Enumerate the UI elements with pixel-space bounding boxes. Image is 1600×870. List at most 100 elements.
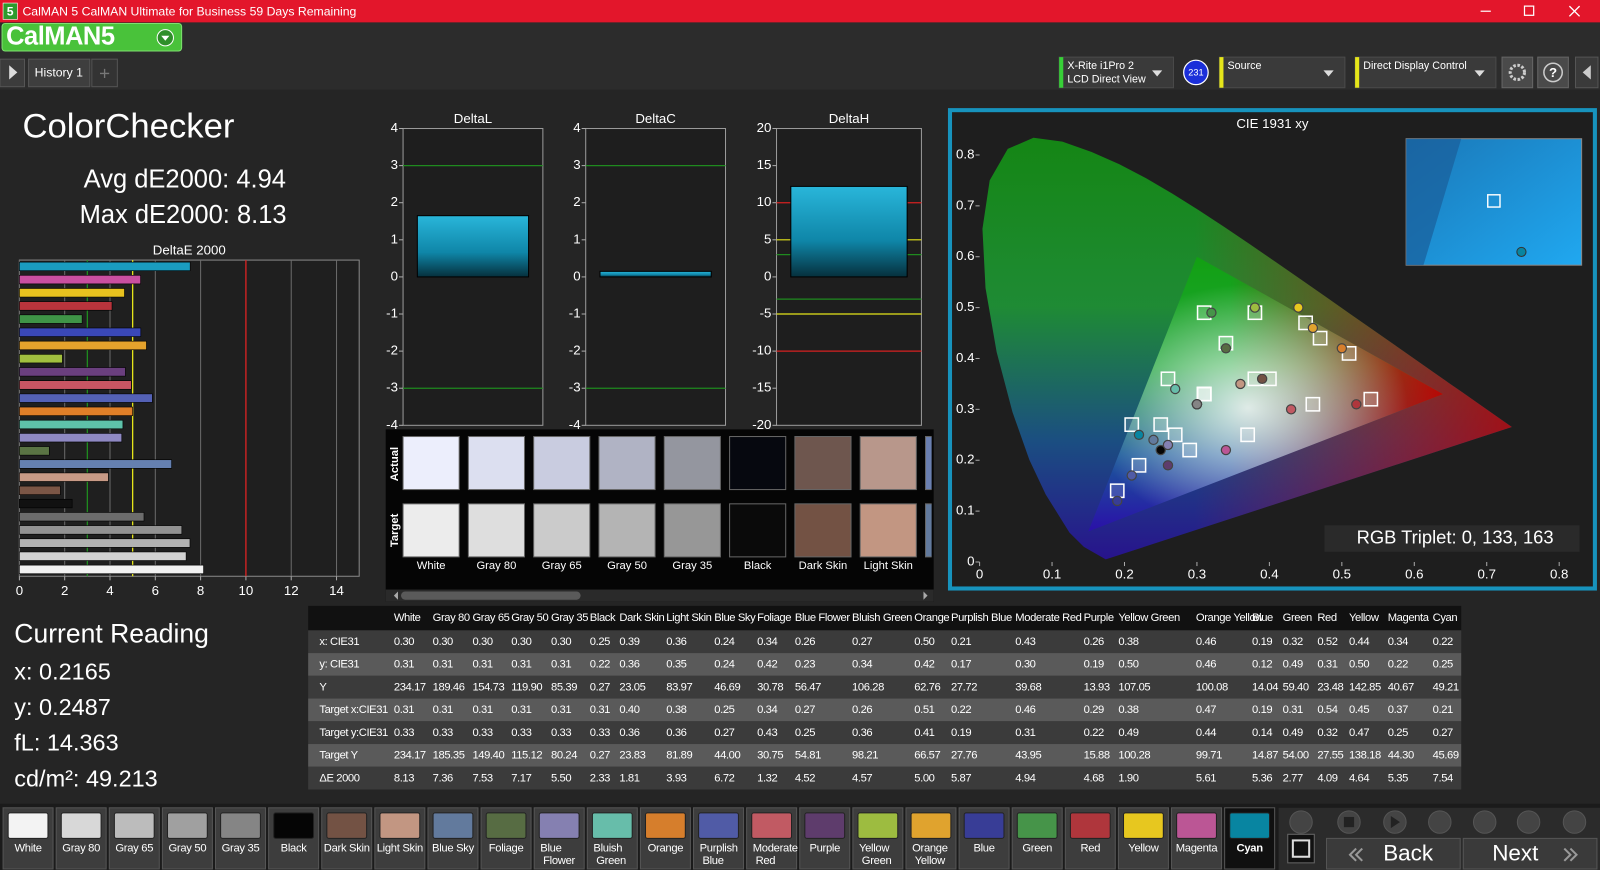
help-button[interactable] [1537, 56, 1569, 89]
bar [19, 446, 50, 456]
table-cell: 0.34 [757, 636, 777, 648]
table-cell: 0.31 [433, 704, 453, 716]
patch-button-label: Green [1022, 843, 1052, 855]
table-cell: 27.72 [951, 682, 977, 694]
display-selector[interactable] [1354, 56, 1497, 89]
table-cell: 5.87 [951, 772, 971, 784]
tab[interactable] [28, 58, 91, 88]
table-cell: 7.36 [433, 772, 453, 784]
patch-button-swatch [698, 812, 739, 839]
table-cell: 149.40 [472, 750, 504, 762]
strip-scroll-thumb[interactable] [401, 591, 581, 600]
table-cell: 0.42 [757, 659, 777, 671]
chart-title: DeltaH [829, 111, 870, 126]
table-header: Blue [1252, 612, 1273, 624]
nav-tool-button[interactable] [1562, 810, 1587, 834]
y-tick-label: -1 [569, 306, 581, 321]
table-cell: 7.54 [1433, 772, 1453, 784]
table-cell: 0.37 [1388, 704, 1408, 716]
table-cell: 14.04 [1252, 682, 1278, 694]
play-icon [9, 65, 18, 80]
x-tick-label: 0.3 [1188, 567, 1206, 582]
nav-tool-button[interactable] [1289, 810, 1313, 834]
back-button[interactable] [1326, 837, 1461, 870]
table-cell: 4.09 [1317, 772, 1337, 784]
nav-tool-button[interactable] [1516, 810, 1541, 834]
target-point [1363, 391, 1379, 407]
measured-point [1220, 444, 1232, 456]
table-header: Gray 65 [472, 612, 509, 624]
table-cell: 0.36 [619, 727, 639, 739]
display-selector-arrow [1474, 70, 1485, 77]
nav-tool-button[interactable] [1472, 810, 1497, 834]
table-cell: 0.36 [666, 636, 686, 648]
patch-button-label: Orange Yellow [912, 843, 948, 867]
table-cell: 0.27 [1433, 727, 1453, 739]
table-cell: 0.43 [757, 727, 777, 739]
logo-button[interactable] [1, 22, 183, 52]
x-tick-label: 0 [16, 583, 23, 598]
reading-value: x: 0.2165 [14, 658, 111, 684]
bar [19, 340, 147, 351]
table-cell: 59.40 [1283, 682, 1309, 694]
bar [19, 301, 113, 311]
patch-button-swatch [1123, 812, 1164, 839]
bar [19, 288, 125, 298]
y-tick-label: 0.6 [956, 248, 974, 263]
table-cell: 44.30 [1388, 750, 1414, 762]
scroll-right[interactable] [923, 591, 928, 600]
y-tick-label: 0.1 [956, 503, 974, 518]
x-tick-label: 4 [106, 583, 113, 598]
table-cell: 0.49 [1283, 727, 1303, 739]
patch-button-swatch [166, 812, 208, 839]
y-tick-label: 1 [573, 231, 580, 246]
stop-button[interactable] [1287, 833, 1315, 864]
table-header: Gray 80 [433, 612, 470, 624]
patch-button-swatch [644, 812, 686, 839]
patch-button-swatch [857, 812, 899, 839]
maximize-button[interactable] [1523, 5, 1535, 16]
table-cell: 46.69 [714, 682, 740, 694]
nav-tool-button[interactable] [1428, 810, 1452, 834]
table-cell: 0.45 [1349, 704, 1369, 716]
patch-button-label: Gray 50 [169, 843, 207, 855]
bar [19, 393, 153, 403]
logo-menu-arrow [161, 35, 170, 41]
target-patch [859, 503, 917, 558]
patch-button-label: Black [281, 843, 308, 855]
table-row-bg [308, 721, 1462, 745]
patch-row-label: Actual [389, 447, 401, 481]
table-cell: 7.17 [511, 772, 531, 784]
close-button[interactable] [1568, 5, 1581, 17]
patch-name: Gray 50 [607, 560, 647, 572]
table-header: Bluish Green [852, 612, 912, 624]
patch-button-swatch [113, 812, 155, 839]
table-row-bg [308, 766, 1462, 790]
chart-title: CIE 1931 xy [1236, 116, 1309, 131]
table-cell: 62.76 [914, 682, 940, 694]
table-cell: 81.89 [666, 750, 692, 762]
table-header: Moderate Red [1015, 612, 1081, 624]
measured-point [1285, 404, 1297, 415]
patch-button-swatch [591, 812, 633, 839]
table-cell: 1.90 [1118, 772, 1138, 784]
y-tick-label: -2 [569, 343, 581, 358]
table-cell: 0.19 [1084, 659, 1104, 671]
table-cell: 27.76 [951, 750, 977, 762]
table-header: Gray 35 [551, 612, 588, 624]
measured-point [1162, 439, 1174, 451]
settings-button[interactable] [1501, 56, 1534, 89]
table-cell: 100.28 [1118, 750, 1150, 762]
source-selector[interactable] [1218, 56, 1346, 89]
table-cell: 0.40 [619, 704, 639, 716]
y-tick-label: 1 [391, 231, 398, 246]
table-cell: 2.33 [590, 772, 610, 784]
scroll-left[interactable] [393, 591, 398, 600]
table-cell: 98.21 [852, 750, 878, 762]
table-cell: 0.33 [590, 727, 610, 739]
table-cell: 0.33 [511, 727, 531, 739]
zoom-measured [1516, 246, 1527, 258]
target-patch [467, 503, 525, 558]
meter-badge[interactable] [1183, 59, 1209, 86]
